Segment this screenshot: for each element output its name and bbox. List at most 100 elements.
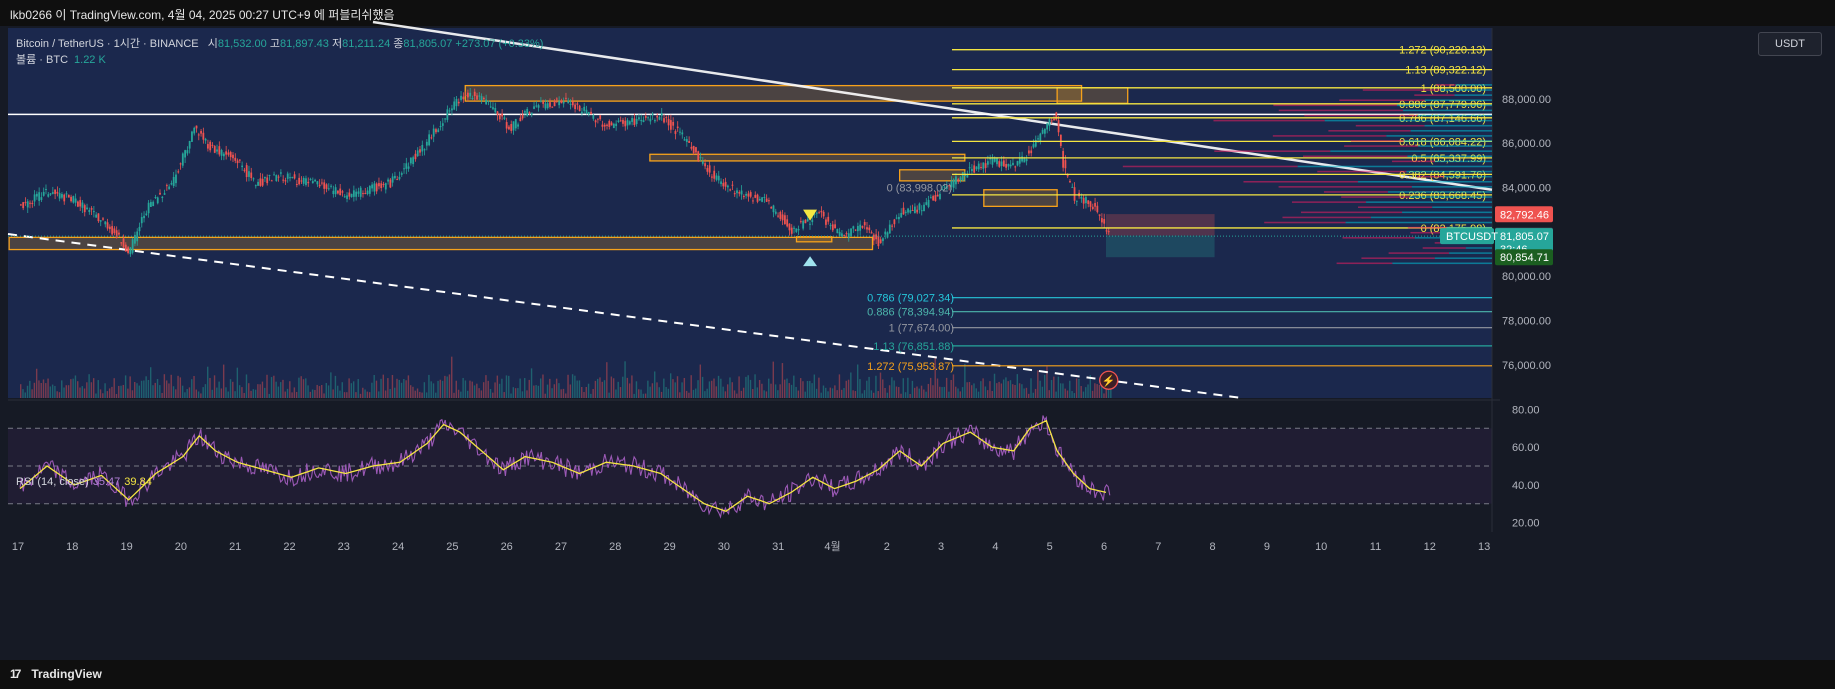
candle-body xyxy=(92,211,95,213)
volume-bar xyxy=(1048,390,1050,398)
tradingview-logo[interactable]: 17 TradingView xyxy=(10,667,102,681)
candle-body xyxy=(770,206,773,209)
volume-bar xyxy=(706,388,708,398)
candle-body xyxy=(724,181,727,187)
volume-bar xyxy=(859,379,861,398)
volume-bar xyxy=(658,387,660,398)
volume-profile-sell xyxy=(1435,84,1456,86)
volume-bar xyxy=(97,380,99,398)
candle-body xyxy=(765,198,768,202)
candle-body xyxy=(758,198,761,201)
volume-bar xyxy=(1094,383,1096,398)
candle-body xyxy=(581,111,583,114)
volume-bar xyxy=(569,384,572,398)
candle-body xyxy=(74,198,77,203)
candle-body xyxy=(387,179,389,182)
candle-body xyxy=(145,213,148,216)
x-tick-label: 31 xyxy=(772,541,784,553)
volume-bar xyxy=(163,374,166,398)
volume-bar xyxy=(891,377,893,398)
candle-body xyxy=(571,101,574,106)
volume-bar xyxy=(1025,387,1028,398)
candle-body xyxy=(1105,230,1108,232)
candle-body xyxy=(373,183,376,192)
candle-body xyxy=(644,116,647,118)
candle-body xyxy=(943,186,946,188)
volume-bar xyxy=(366,391,369,398)
candle-body xyxy=(909,210,912,213)
candle-body xyxy=(503,117,506,120)
fib-level-label: 1.13 (76,851.88) xyxy=(873,341,954,353)
volume-bar xyxy=(553,384,556,398)
candle-body xyxy=(886,232,889,238)
candle-body xyxy=(891,225,893,227)
volume-bar xyxy=(245,374,248,398)
candle-body xyxy=(225,151,228,155)
candle-body xyxy=(314,179,316,182)
volume-bar xyxy=(601,381,603,398)
candle-body xyxy=(339,188,342,196)
volume-bar xyxy=(453,392,455,398)
volume-profile-sell xyxy=(1341,196,1410,198)
volume-bar xyxy=(971,385,973,398)
volume-profile-buy xyxy=(1465,247,1492,249)
volume-bar xyxy=(70,379,72,398)
candle-body xyxy=(706,168,709,172)
volume-bar xyxy=(736,393,738,398)
candle-body xyxy=(88,209,91,213)
candle-body xyxy=(35,193,38,197)
volume-bar xyxy=(1089,375,1092,398)
volume-bar xyxy=(622,376,624,398)
volume-profile-buy xyxy=(1444,175,1492,178)
candle-body xyxy=(537,105,540,108)
volume-bar xyxy=(802,381,804,398)
volume-bar xyxy=(683,377,686,398)
volume-bar xyxy=(895,386,898,398)
volume-bar xyxy=(181,385,184,398)
volume-bar xyxy=(667,388,670,398)
candle-body xyxy=(603,124,606,127)
candle-body xyxy=(407,166,410,169)
volume-bar xyxy=(815,388,818,398)
candle-body xyxy=(1094,203,1096,207)
volume-bar xyxy=(120,385,122,398)
fib-level-label: 1.13 (89,322.12) xyxy=(1405,65,1486,77)
candle-body xyxy=(202,132,205,140)
candle-body xyxy=(102,218,104,220)
candle-body xyxy=(444,118,446,120)
currency-selector[interactable]: USDT xyxy=(1758,32,1822,56)
candle-body xyxy=(528,112,531,114)
candle-body xyxy=(428,134,431,146)
candle-body xyxy=(763,196,766,198)
volume-profile-buy xyxy=(1411,186,1492,188)
volume-bar xyxy=(729,377,731,398)
volume-bar xyxy=(435,392,437,398)
candle-body xyxy=(248,171,250,177)
candle-body xyxy=(341,191,344,193)
candle-body xyxy=(927,199,930,207)
candle-body xyxy=(51,192,54,194)
high-value: 81,897.43 xyxy=(279,38,329,50)
candle-body xyxy=(29,202,31,204)
volume-bar xyxy=(631,375,633,398)
candle-body xyxy=(104,221,107,225)
candle-body xyxy=(893,219,896,225)
volume-bar xyxy=(583,391,585,398)
candle-body xyxy=(882,238,884,242)
volume-profile-buy xyxy=(1432,206,1492,209)
candle-body xyxy=(476,95,478,100)
volume-profile-sell xyxy=(1300,211,1403,214)
volume-bar xyxy=(904,392,907,398)
candle-body xyxy=(920,210,923,212)
candle-body xyxy=(140,217,143,224)
candle-body xyxy=(492,107,494,110)
candle-body xyxy=(321,182,323,184)
rsi-legend: RSI (14, close) 35.47 39.84 xyxy=(16,476,152,488)
volume-bar xyxy=(1080,386,1082,398)
candle-body xyxy=(111,226,114,235)
candle-body xyxy=(526,108,529,116)
candle-body xyxy=(939,193,941,199)
candle-body xyxy=(955,176,957,185)
volume-bar xyxy=(642,393,645,398)
